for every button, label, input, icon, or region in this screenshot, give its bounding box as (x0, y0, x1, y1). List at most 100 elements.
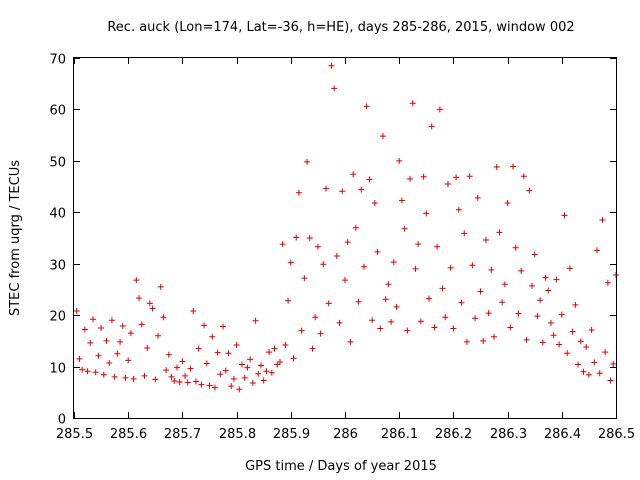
data-point (266, 349, 273, 356)
data-point (447, 264, 454, 271)
data-point (561, 212, 568, 219)
chart-title: Rec. auck (Lon=174, Lat=-36, h=HE), days… (107, 20, 574, 35)
data-point (171, 377, 178, 384)
data-point (244, 364, 251, 371)
data-point (141, 372, 148, 379)
data-point (539, 339, 546, 346)
data-point (249, 380, 256, 387)
data-point (439, 285, 446, 292)
data-point (192, 378, 199, 385)
data-point (87, 339, 94, 346)
x-tick-label: 286 (333, 427, 358, 442)
data-point (274, 361, 281, 368)
data-point (602, 349, 609, 356)
data-point (499, 299, 506, 306)
data-point (507, 324, 514, 331)
data-point (176, 379, 183, 385)
data-point (564, 350, 571, 357)
data-point (588, 327, 595, 334)
data-point (323, 185, 330, 192)
data-point (89, 316, 96, 323)
data-point (347, 338, 354, 345)
data-point (531, 251, 538, 258)
y-tick-label: 30 (49, 259, 66, 274)
data-point (163, 367, 170, 374)
data-point (458, 299, 465, 306)
data-point (317, 330, 324, 337)
data-point (81, 326, 88, 333)
data-point (482, 237, 489, 244)
data-point (469, 262, 476, 269)
x-tick-label: 285.9 (273, 427, 310, 442)
data-point (239, 361, 246, 368)
data-point (417, 318, 424, 325)
y-tick-label: 70 (49, 53, 66, 68)
data-point (426, 295, 433, 302)
x-tick-label: 286.5 (598, 427, 635, 442)
data-point (130, 375, 137, 382)
data-point (583, 344, 590, 351)
data-point (526, 187, 533, 194)
data-point (325, 300, 332, 307)
data-point (220, 323, 227, 330)
data-point (276, 358, 283, 365)
data-point (463, 338, 470, 345)
data-point (287, 259, 294, 266)
data-point (393, 303, 400, 310)
data-point (114, 350, 121, 357)
data-point (461, 230, 468, 237)
data-point (157, 283, 164, 290)
data-point (119, 322, 126, 329)
data-point (398, 197, 405, 204)
data-point (363, 103, 370, 110)
data-point (512, 244, 519, 251)
data-point (404, 327, 411, 334)
data-point (252, 317, 259, 324)
data-point (352, 224, 359, 231)
data-point (222, 367, 229, 374)
x-tick-label: 285.8 (219, 427, 256, 442)
data-point (301, 275, 308, 282)
x-axis-label: GPS time / Days of year 2015 (245, 459, 437, 474)
x-tick-label: 285.7 (164, 427, 201, 442)
data-point (149, 305, 156, 312)
data-point (214, 349, 221, 356)
data-point (279, 241, 286, 248)
data-point (217, 371, 224, 378)
data-point (379, 133, 386, 140)
data-point (491, 333, 498, 340)
data-point (168, 373, 175, 380)
data-point (523, 336, 530, 343)
data-point (434, 243, 441, 250)
data-point (444, 181, 451, 187)
x-tick-label: 286.3 (490, 427, 527, 442)
data-point (428, 123, 435, 130)
data-point (271, 345, 278, 352)
data-point (607, 377, 614, 384)
data-point (594, 247, 601, 254)
data-point (263, 368, 270, 375)
data-point (528, 282, 535, 289)
data-point (136, 295, 143, 302)
data-point (333, 253, 340, 259)
x-tick-label: 285.6 (110, 427, 147, 442)
data-point (518, 267, 525, 274)
data-point (290, 355, 297, 362)
data-point (295, 189, 302, 196)
data-point (179, 358, 186, 365)
data-point (553, 276, 560, 283)
y-tick-label: 60 (49, 104, 66, 119)
data-point (195, 345, 202, 352)
data-point (198, 381, 205, 388)
data-point (184, 379, 191, 386)
data-point (572, 301, 579, 308)
data-point (569, 328, 576, 335)
data-point (537, 297, 544, 304)
data-point (431, 324, 438, 331)
data-point (306, 235, 313, 241)
data-point (73, 308, 80, 315)
data-point (320, 261, 327, 268)
data-point (138, 321, 145, 328)
data-point (396, 157, 403, 164)
